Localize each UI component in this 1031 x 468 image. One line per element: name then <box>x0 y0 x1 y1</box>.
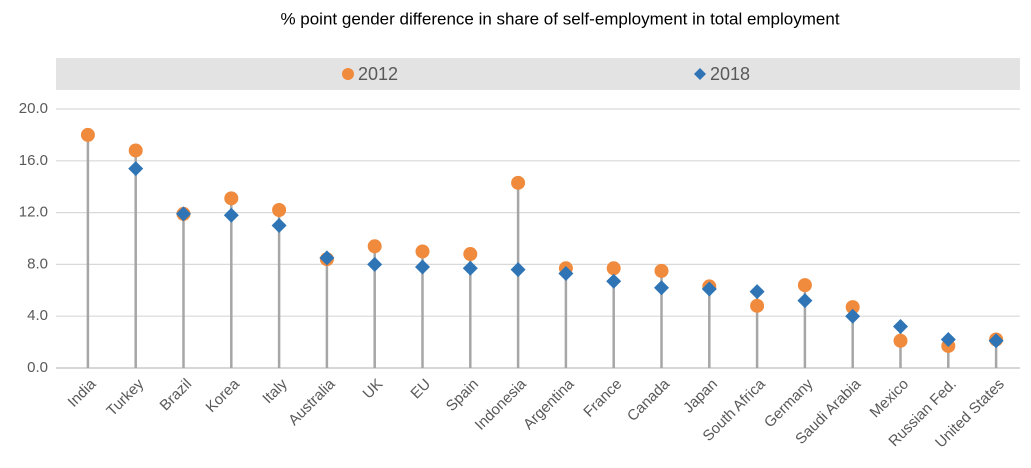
dot <box>940 332 956 348</box>
legend-band <box>56 58 1020 90</box>
dot <box>271 218 287 234</box>
dot <box>606 273 622 289</box>
x-tick-label: Mexico <box>867 376 913 422</box>
x-tick-label: Japan <box>680 376 721 417</box>
x-tick-label: Spain <box>443 376 482 415</box>
dot <box>654 263 669 278</box>
dot <box>80 127 95 142</box>
x-tick-label: UK <box>360 376 387 403</box>
dot <box>367 239 382 254</box>
dot <box>223 207 239 223</box>
x-tick-label: Turkey <box>103 375 147 419</box>
dot <box>893 319 908 335</box>
y-tick-label: 4.0 <box>27 307 48 324</box>
x-tick-label: India <box>65 375 100 410</box>
x-tick-label: Korea <box>203 375 244 416</box>
x-tick-label: Indonesia <box>472 375 530 433</box>
x-tick-label: Brazil <box>157 376 196 415</box>
dot <box>558 265 574 281</box>
dot <box>415 259 430 275</box>
legend-marker <box>342 68 354 80</box>
dot <box>319 250 335 266</box>
dot <box>272 203 287 218</box>
legend-marker <box>694 68 706 80</box>
dot <box>845 300 860 315</box>
y-tick-label: 20.0 <box>19 100 48 117</box>
dot <box>463 247 478 262</box>
dot <box>462 260 478 276</box>
legend-label: 2012 <box>358 64 398 84</box>
dot <box>176 206 191 222</box>
dot <box>749 284 765 300</box>
dot <box>510 262 526 278</box>
chart-title: % point gender difference in share of se… <box>280 9 839 28</box>
x-tick-label: France <box>580 376 625 421</box>
x-tick-label: Australia <box>285 375 339 429</box>
dot <box>750 298 765 313</box>
dot <box>654 280 669 296</box>
y-tick-label: 0.0 <box>27 359 48 376</box>
y-tick-label: 12.0 <box>19 204 48 221</box>
dot <box>797 293 813 309</box>
dot <box>224 191 239 206</box>
dot <box>988 333 1004 349</box>
x-tick-label: Canada <box>624 375 674 425</box>
dot <box>128 161 144 177</box>
dot <box>511 175 526 190</box>
y-tick-label: 16.0 <box>19 152 48 169</box>
dot <box>893 333 908 348</box>
dot <box>701 281 717 297</box>
x-tick-label: EU <box>407 376 434 403</box>
x-tick-label: Argentina <box>520 375 578 433</box>
dot <box>415 244 430 259</box>
dot <box>367 256 383 272</box>
dot <box>128 143 143 158</box>
y-tick-label: 8.0 <box>27 255 48 272</box>
dot <box>797 278 812 293</box>
x-tick-label: Italy <box>259 375 291 407</box>
legend-label: 2018 <box>710 64 750 84</box>
dot <box>606 261 621 276</box>
dot <box>845 308 861 324</box>
